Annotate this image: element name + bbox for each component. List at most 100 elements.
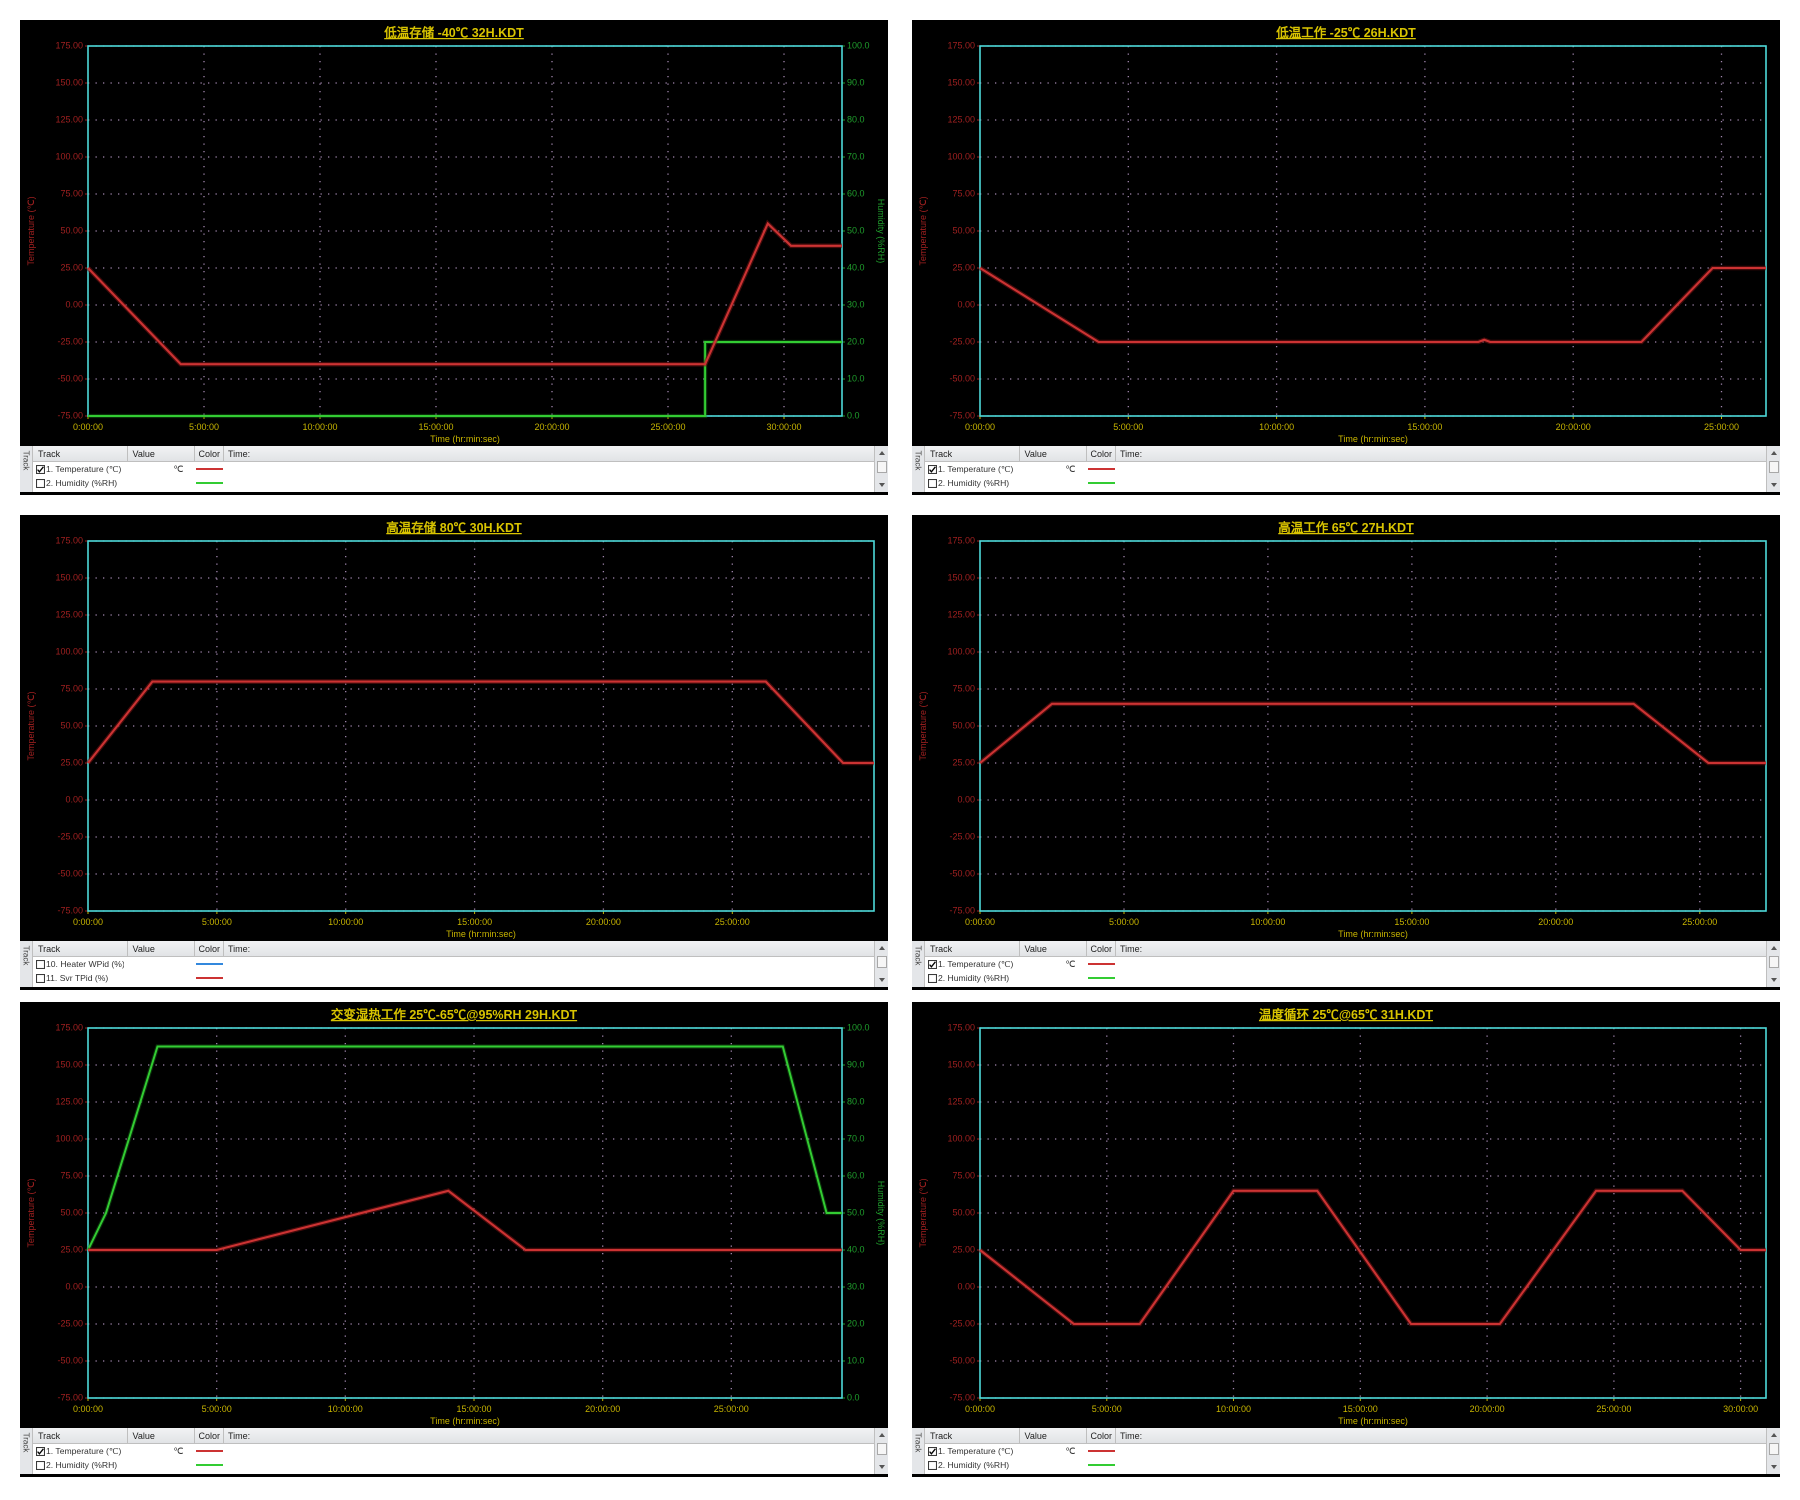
svg-text:25.00: 25.00 [952,263,975,273]
svg-text:150.00: 150.00 [55,1060,83,1070]
svg-text:10:00:00: 10:00:00 [328,917,363,927]
svg-text:175.00: 175.00 [55,1023,83,1033]
svg-text:150.00: 150.00 [55,573,83,583]
svg-text:70.0: 70.0 [847,1134,865,1144]
svg-text:20:00:00: 20:00:00 [1470,1404,1505,1414]
svg-text:25:00:00: 25:00:00 [1682,917,1717,927]
svg-text:150.00: 150.00 [947,573,975,583]
svg-text:150.00: 150.00 [947,1060,975,1070]
svg-text:25.00: 25.00 [60,758,83,768]
svg-text:25:00:00: 25:00:00 [650,422,685,432]
svg-text:90.0: 90.0 [847,1060,865,1070]
svg-text:10:00:00: 10:00:00 [328,1404,363,1414]
svg-text:50.00: 50.00 [952,721,975,731]
svg-text:Humidity (%RH): Humidity (%RH) [876,199,886,264]
svg-text:10.0: 10.0 [847,1356,865,1366]
svg-text:25.00: 25.00 [952,1245,975,1255]
svg-text:150.00: 150.00 [55,78,83,88]
svg-text:20:00:00: 20:00:00 [534,422,569,432]
svg-text:0.00: 0.00 [957,795,975,805]
svg-text:125.00: 125.00 [55,1097,83,1107]
svg-text:Temperature (℃): Temperature (℃) [918,1178,928,1247]
svg-text:-25.00: -25.00 [949,337,975,347]
svg-text:175.00: 175.00 [55,41,83,51]
svg-text:100.00: 100.00 [55,152,83,162]
svg-text:-25.00: -25.00 [57,1319,83,1329]
svg-text:80.0: 80.0 [847,115,865,125]
svg-text:30:00:00: 30:00:00 [1723,1404,1758,1414]
svg-text:50.00: 50.00 [60,721,83,731]
svg-text:5:00:00: 5:00:00 [1113,422,1143,432]
svg-text:高温工作 65℃ 27H.KDT: 高温工作 65℃ 27H.KDT [1278,520,1414,535]
svg-text:-50.00: -50.00 [57,374,83,384]
svg-text:温度循环 25℃@65℃ 31H.KDT: 温度循环 25℃@65℃ 31H.KDT [1259,1007,1433,1022]
svg-text:25:00:00: 25:00:00 [1704,422,1739,432]
svg-text:25:00:00: 25:00:00 [714,1404,749,1414]
svg-text:10:00:00: 10:00:00 [1259,422,1294,432]
svg-text:60.0: 60.0 [847,1171,865,1181]
svg-text:-25.00: -25.00 [57,337,83,347]
svg-text:80.0: 80.0 [847,1097,865,1107]
svg-text:Humidity (%RH): Humidity (%RH) [876,1181,886,1246]
svg-text:40.0: 40.0 [847,1245,865,1255]
svg-text:-50.00: -50.00 [57,1356,83,1366]
svg-text:-50.00: -50.00 [949,374,975,384]
svg-text:20:00:00: 20:00:00 [1556,422,1591,432]
svg-text:0.00: 0.00 [957,300,975,310]
svg-text:0:00:00: 0:00:00 [965,422,995,432]
svg-text:50.00: 50.00 [60,226,83,236]
svg-text:-75.00: -75.00 [57,411,83,421]
svg-text:100.00: 100.00 [947,152,975,162]
svg-text:20.0: 20.0 [847,337,865,347]
svg-text:75.00: 75.00 [60,1171,83,1181]
svg-text:交变湿热工作 25℃-65℃@95%RH 29H.KDT: 交变湿热工作 25℃-65℃@95%RH 29H.KDT [331,1007,578,1022]
svg-text:100.0: 100.0 [847,41,870,51]
svg-text:15:00:00: 15:00:00 [1407,422,1442,432]
svg-text:125.00: 125.00 [947,610,975,620]
svg-text:20:00:00: 20:00:00 [585,1404,620,1414]
svg-text:50.0: 50.0 [847,1208,865,1218]
svg-text:低温工作 -25℃ 26H.KDT: 低温工作 -25℃ 26H.KDT [1275,25,1416,40]
svg-text:15:00:00: 15:00:00 [418,422,453,432]
svg-text:高温存储 80℃ 30H.KDT: 高温存储 80℃ 30H.KDT [386,520,522,535]
svg-text:Time (hr:min:sec): Time (hr:min:sec) [1338,929,1408,939]
svg-text:0:00:00: 0:00:00 [965,1404,995,1414]
svg-text:0.0: 0.0 [847,1393,860,1403]
svg-text:0:00:00: 0:00:00 [73,917,103,927]
svg-text:20:00:00: 20:00:00 [586,917,621,927]
svg-text:Temperature (℃): Temperature (℃) [918,196,928,265]
svg-text:75.00: 75.00 [60,189,83,199]
svg-text:-25.00: -25.00 [949,1319,975,1329]
svg-text:Temperature (℃): Temperature (℃) [26,691,36,760]
svg-text:Temperature (℃): Temperature (℃) [918,691,928,760]
svg-text:-75.00: -75.00 [949,1393,975,1403]
svg-text:-75.00: -75.00 [57,1393,83,1403]
svg-text:25:00:00: 25:00:00 [715,917,750,927]
svg-text:Time (hr:min:sec): Time (hr:min:sec) [446,929,516,939]
svg-text:-50.00: -50.00 [57,869,83,879]
svg-text:0:00:00: 0:00:00 [73,1404,103,1414]
svg-text:125.00: 125.00 [55,610,83,620]
svg-text:30.0: 30.0 [847,1282,865,1292]
svg-text:125.00: 125.00 [55,115,83,125]
svg-text:50.00: 50.00 [952,1208,975,1218]
svg-text:0.00: 0.00 [65,795,83,805]
svg-text:175.00: 175.00 [947,536,975,546]
svg-text:50.0: 50.0 [847,226,865,236]
svg-text:20.0: 20.0 [847,1319,865,1329]
svg-text:175.00: 175.00 [55,536,83,546]
svg-text:-25.00: -25.00 [949,832,975,842]
svg-text:100.00: 100.00 [947,1134,975,1144]
svg-text:70.0: 70.0 [847,152,865,162]
svg-text:Time (hr:min:sec): Time (hr:min:sec) [1338,434,1408,444]
svg-text:Temperature (℃): Temperature (℃) [26,1178,36,1247]
svg-text:90.0: 90.0 [847,78,865,88]
svg-text:20:00:00: 20:00:00 [1538,917,1573,927]
svg-text:5:00:00: 5:00:00 [189,422,219,432]
svg-text:低温存储 -40℃ 32H.KDT: 低温存储 -40℃ 32H.KDT [383,25,524,40]
svg-text:-75.00: -75.00 [949,906,975,916]
svg-text:175.00: 175.00 [947,1023,975,1033]
svg-text:30:00:00: 30:00:00 [766,422,801,432]
svg-text:75.00: 75.00 [952,1171,975,1181]
svg-text:30.0: 30.0 [847,300,865,310]
